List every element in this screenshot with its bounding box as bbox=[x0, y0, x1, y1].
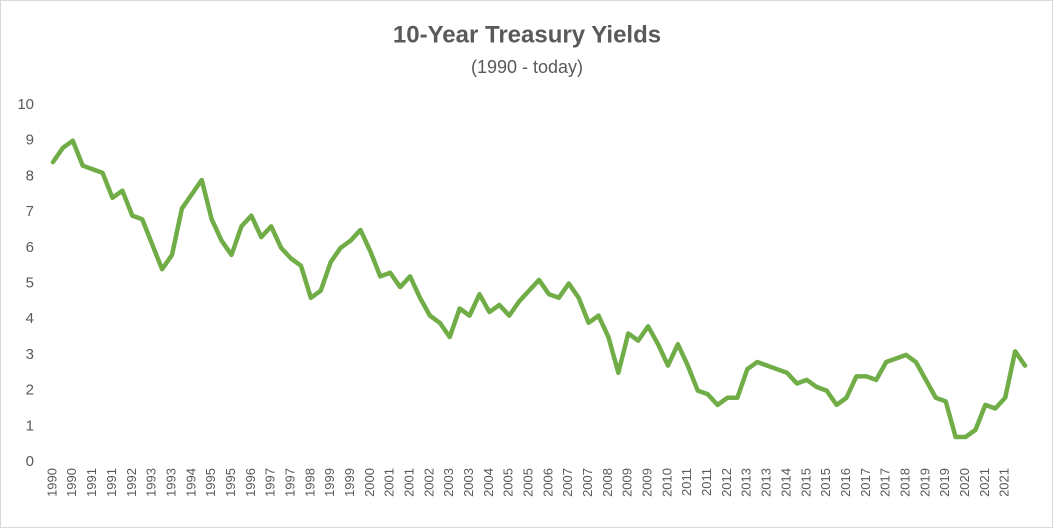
x-tick-label: 2004 bbox=[481, 468, 496, 497]
x-tick-label: 1999 bbox=[322, 468, 337, 497]
x-tick-label: 2006 bbox=[540, 468, 555, 497]
x-tick-label: 1993 bbox=[163, 468, 178, 497]
x-tick-label: 1990 bbox=[64, 468, 79, 497]
x-tick-label: 2013 bbox=[759, 468, 774, 497]
x-tick-label: 1995 bbox=[203, 468, 218, 497]
x-tick-label: 2018 bbox=[897, 468, 912, 497]
x-tick-label: 2011 bbox=[699, 468, 714, 496]
y-tick-label: 1 bbox=[26, 417, 34, 434]
x-tick-label: 2002 bbox=[421, 468, 436, 497]
data-line bbox=[50, 138, 1028, 440]
x-tick-label: 2003 bbox=[441, 468, 456, 497]
x-tick-label: 2003 bbox=[461, 468, 476, 497]
x-tick-label: 1999 bbox=[342, 468, 357, 497]
y-tick-label: 10 bbox=[17, 96, 34, 113]
x-tick-label: 1994 bbox=[183, 468, 198, 497]
x-tick-label: 2011 bbox=[679, 468, 694, 496]
x-tick-label: 2007 bbox=[560, 468, 575, 497]
x-tick-label: 1997 bbox=[263, 468, 278, 497]
y-tick-label: 7 bbox=[26, 203, 34, 220]
x-tick-label: 2017 bbox=[878, 468, 893, 497]
y-tick-label: 2 bbox=[26, 382, 34, 399]
x-tick-label: 2021 bbox=[977, 468, 992, 497]
x-tick-label: 1996 bbox=[243, 468, 258, 497]
x-tick-label: 1997 bbox=[282, 468, 297, 497]
x-tick-label: 2019 bbox=[917, 468, 932, 497]
x-tick-label: 2019 bbox=[937, 468, 952, 497]
x-tick-label: 1990 bbox=[44, 468, 59, 497]
y-tick-label: 0 bbox=[26, 453, 34, 470]
x-tick-label: 2016 bbox=[838, 468, 853, 497]
chart-title: 10-Year Treasury Yields bbox=[393, 21, 661, 48]
x-tick-label: 2015 bbox=[798, 468, 813, 497]
y-tick-label: 8 bbox=[26, 167, 34, 184]
x-tick-label: 1992 bbox=[124, 468, 139, 497]
x-tick-label: 1991 bbox=[104, 468, 119, 497]
x-tick-label: 2012 bbox=[719, 468, 734, 497]
x-tick-label: 1998 bbox=[302, 468, 317, 497]
x-tick-label: 1991 bbox=[84, 468, 99, 497]
x-tick-label: 2015 bbox=[818, 468, 833, 497]
x-tick-label: 2020 bbox=[957, 468, 972, 497]
y-tick-label: 6 bbox=[26, 239, 34, 256]
x-tick-label: 2010 bbox=[659, 468, 674, 497]
x-tick-label: 1995 bbox=[223, 468, 238, 497]
x-tick-label: 2001 bbox=[401, 468, 416, 497]
x-tick-label: 2017 bbox=[858, 468, 873, 497]
x-tick-label: 2005 bbox=[521, 468, 536, 497]
x-tick-label: 2009 bbox=[620, 468, 635, 497]
y-tick-label: 3 bbox=[26, 346, 34, 363]
x-tick-label: 2005 bbox=[501, 468, 516, 497]
chart-subtitle: (1990 - today) bbox=[471, 57, 583, 77]
x-tick-label: 2013 bbox=[739, 468, 754, 497]
x-tick-label: 2008 bbox=[600, 468, 615, 497]
y-tick-label: 4 bbox=[26, 310, 34, 327]
x-tick-label: 1993 bbox=[144, 468, 159, 497]
x-tick-label: 2001 bbox=[382, 468, 397, 497]
x-tick-label: 2009 bbox=[640, 468, 655, 497]
x-tick-label: 2014 bbox=[778, 468, 793, 497]
y-tick-label: 9 bbox=[26, 132, 34, 149]
x-tick-label: 2000 bbox=[362, 468, 377, 497]
y-tick-label: 5 bbox=[26, 274, 34, 291]
x-tick-label: 2007 bbox=[580, 468, 595, 497]
x-tick-label: 2021 bbox=[997, 468, 1012, 497]
